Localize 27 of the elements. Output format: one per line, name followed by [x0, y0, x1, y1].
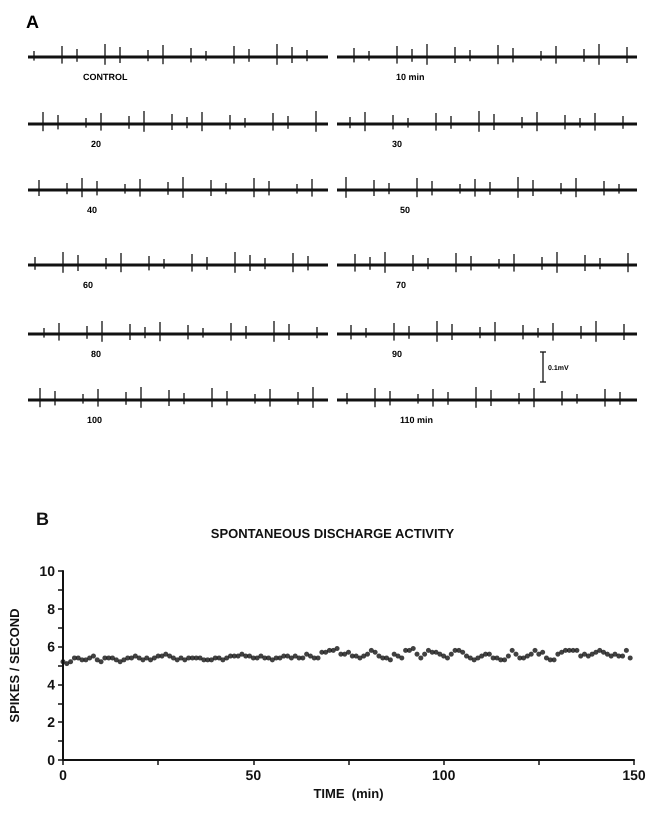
text: 110 min — [400, 415, 434, 425]
y-tick-label: 0 — [47, 752, 56, 768]
text: 60 — [83, 280, 94, 290]
text: 90 — [392, 349, 402, 359]
x-axis-title: TIME (min) — [313, 786, 384, 801]
x-tick-label: 0 — [59, 767, 68, 783]
chart-title: SPONTANEOUS DISCHARGE ACTIVITY — [210, 526, 455, 541]
text: B — [36, 509, 49, 529]
text: 70 — [396, 280, 406, 290]
x-tick-label: 100 — [432, 767, 456, 783]
text: 50 — [400, 205, 410, 215]
y-tick-label: 6 — [47, 638, 56, 655]
y-axis-title: SPIKES / SECOND — [7, 608, 22, 723]
text: A — [26, 12, 39, 32]
text: 10 min — [396, 72, 425, 82]
text: CONTROL — [83, 72, 128, 82]
text: 30 — [392, 139, 402, 149]
x-tick-label: 50 — [246, 767, 262, 783]
y-tick-label: 10 — [39, 563, 56, 579]
text: 20 — [91, 139, 102, 149]
y-tick-label: 4 — [47, 676, 56, 692]
text: 100 — [87, 415, 102, 425]
text: 80 — [91, 349, 102, 359]
y-tick-label: 2 — [47, 714, 56, 730]
y-tick-label: 8 — [47, 600, 56, 617]
text: 40 — [87, 205, 98, 215]
x-tick-label: 150 — [622, 767, 646, 783]
